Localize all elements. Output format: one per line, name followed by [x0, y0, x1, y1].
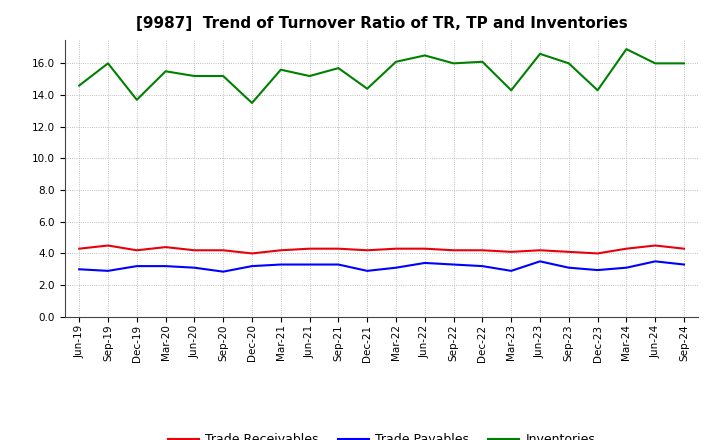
Trade Payables — [507, 268, 516, 274]
Trade Payables — [75, 267, 84, 272]
Trade Payables — [305, 262, 314, 267]
Trade Payables — [392, 265, 400, 270]
Line: Inventories: Inventories — [79, 49, 684, 103]
Trade Payables — [161, 264, 170, 269]
Trade Receivables — [392, 246, 400, 251]
Trade Payables — [363, 268, 372, 274]
Trade Receivables — [75, 246, 84, 251]
Title: [9987]  Trend of Turnover Ratio of TR, TP and Inventories: [9987] Trend of Turnover Ratio of TR, TP… — [136, 16, 627, 32]
Trade Receivables — [536, 248, 544, 253]
Inventories — [564, 61, 573, 66]
Inventories — [651, 61, 660, 66]
Line: Trade Payables: Trade Payables — [79, 261, 684, 271]
Trade Receivables — [420, 246, 429, 251]
Inventories — [478, 59, 487, 64]
Trade Receivables — [680, 246, 688, 251]
Inventories — [507, 88, 516, 93]
Trade Payables — [651, 259, 660, 264]
Trade Payables — [219, 269, 228, 274]
Inventories — [334, 66, 343, 71]
Trade Receivables — [132, 248, 141, 253]
Inventories — [680, 61, 688, 66]
Inventories — [248, 100, 256, 106]
Inventories — [161, 69, 170, 74]
Trade Payables — [478, 264, 487, 269]
Trade Receivables — [593, 251, 602, 256]
Inventories — [593, 88, 602, 93]
Trade Receivables — [161, 245, 170, 250]
Trade Payables — [449, 262, 458, 267]
Trade Receivables — [248, 251, 256, 256]
Trade Receivables — [334, 246, 343, 251]
Inventories — [219, 73, 228, 79]
Trade Payables — [564, 265, 573, 270]
Inventories — [622, 47, 631, 52]
Trade Receivables — [219, 248, 228, 253]
Trade Payables — [536, 259, 544, 264]
Trade Payables — [248, 264, 256, 269]
Trade Receivables — [363, 248, 372, 253]
Trade Payables — [276, 262, 285, 267]
Inventories — [420, 53, 429, 58]
Legend: Trade Receivables, Trade Payables, Inventories: Trade Receivables, Trade Payables, Inven… — [163, 429, 600, 440]
Trade Payables — [104, 268, 112, 274]
Trade Receivables — [507, 249, 516, 254]
Inventories — [449, 61, 458, 66]
Trade Receivables — [104, 243, 112, 248]
Inventories — [392, 59, 400, 64]
Inventories — [363, 86, 372, 92]
Inventories — [75, 83, 84, 88]
Inventories — [190, 73, 199, 79]
Trade Payables — [622, 265, 631, 270]
Trade Receivables — [564, 249, 573, 254]
Trade Payables — [132, 264, 141, 269]
Inventories — [536, 51, 544, 56]
Trade Receivables — [651, 243, 660, 248]
Trade Payables — [420, 260, 429, 266]
Trade Payables — [190, 265, 199, 270]
Inventories — [276, 67, 285, 72]
Trade Payables — [593, 268, 602, 273]
Trade Receivables — [305, 246, 314, 251]
Trade Payables — [680, 262, 688, 267]
Inventories — [305, 73, 314, 79]
Trade Receivables — [478, 248, 487, 253]
Line: Trade Receivables: Trade Receivables — [79, 246, 684, 253]
Trade Receivables — [449, 248, 458, 253]
Trade Receivables — [190, 248, 199, 253]
Trade Receivables — [622, 246, 631, 251]
Trade Payables — [334, 262, 343, 267]
Inventories — [132, 97, 141, 103]
Trade Receivables — [276, 248, 285, 253]
Inventories — [104, 61, 112, 66]
